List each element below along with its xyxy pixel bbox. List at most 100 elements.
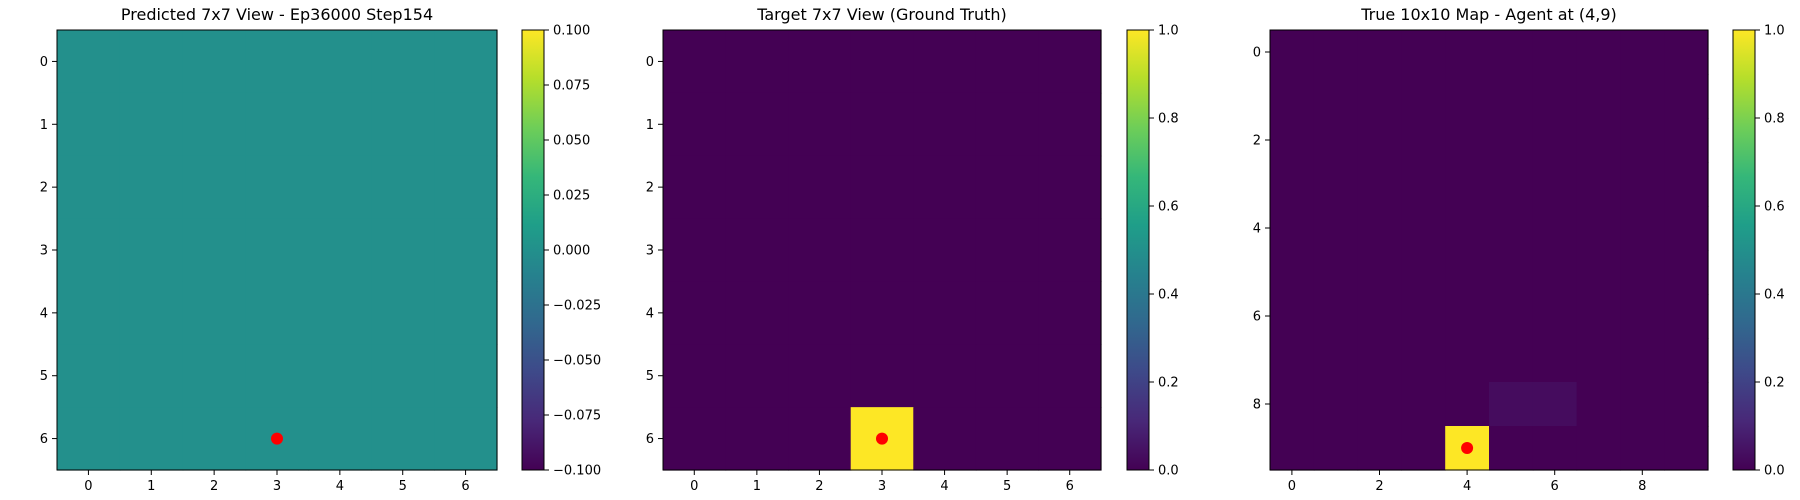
heatmap-cell (975, 92, 1040, 157)
heatmap-cell (1532, 74, 1578, 119)
y-tick-label: 5 (40, 369, 48, 384)
heatmap-cell (1445, 338, 1490, 383)
heatmap-cell (119, 344, 184, 408)
heatmap-cell (371, 344, 435, 408)
x-tick-label: 1 (147, 479, 155, 494)
heatmap-cell (1664, 338, 1709, 383)
heatmap-cell (371, 30, 435, 94)
heatmap-cell (1489, 382, 1534, 427)
heatmap-cell (57, 407, 121, 471)
heatmap-cell (1532, 118, 1578, 163)
y-tick-label: 0 (40, 55, 48, 70)
heatmap-cell (850, 92, 914, 157)
colorbar (1732, 29, 1756, 471)
heatmap-cell (182, 30, 247, 94)
colorbar-tick-label: −0.025 (553, 299, 601, 314)
heatmap-cell (1270, 74, 1315, 119)
heatmap-cell (182, 407, 247, 471)
heatmap-cell (245, 281, 310, 345)
heatmap-cell (975, 155, 1040, 220)
heatmap-cell (57, 155, 121, 220)
heatmap-cell (1620, 118, 1665, 163)
heatmap-cell (725, 218, 789, 283)
heatmap-cell (434, 155, 498, 220)
heatmap-cell (1620, 162, 1665, 207)
heatmap-cell (1664, 426, 1709, 471)
y-tick-label: 1 (646, 118, 654, 133)
colorbar-tick-label: 0.000 (553, 244, 590, 259)
heatmap-cell (1489, 206, 1534, 251)
heatmap-cell (788, 407, 852, 471)
heatmap-cell (1357, 162, 1402, 207)
heatmap-cell (1357, 206, 1402, 251)
heatmap-cell (245, 218, 310, 283)
heatmap-cell (913, 218, 977, 283)
colorbar-tick-label: 0.2 (1158, 376, 1179, 391)
x-tick-label: 5 (1003, 479, 1011, 494)
heatmap-cell (119, 155, 184, 220)
heatmap-cell (1489, 250, 1534, 295)
heatmap-cell (1445, 118, 1490, 163)
heatmap-cell (1532, 338, 1578, 383)
heatmap-cell (1664, 250, 1709, 295)
heatmap-cell (788, 30, 852, 94)
heatmap-cell (1489, 294, 1534, 339)
heatmap-cell (1445, 162, 1490, 207)
heatmap-cell (1038, 407, 1102, 471)
heatmap-cell (663, 92, 727, 157)
heatmap-cell (182, 281, 247, 345)
colorbar-tick-label: 0.6 (1158, 200, 1179, 215)
heatmap-cell (119, 30, 184, 94)
heatmap-cell (1401, 162, 1446, 207)
heatmap-cell (434, 92, 498, 157)
heatmap-cell (1313, 30, 1359, 75)
heatmap-cell (1313, 294, 1359, 339)
heatmap-cell (182, 155, 247, 220)
y-tick-label: 5 (646, 369, 654, 384)
heatmap-cell (119, 407, 184, 471)
heatmap-cell (1357, 338, 1402, 383)
heatmap-cell (1532, 206, 1578, 251)
heatmap-cell (913, 407, 977, 471)
heatmap-cell (1489, 426, 1534, 471)
agent-marker (876, 432, 888, 445)
heatmap-cell (1270, 162, 1315, 207)
heatmap-cell (1038, 344, 1102, 408)
heatmap-cell (1445, 250, 1490, 295)
heatmap-cell (371, 92, 435, 157)
heatmap-cell (1357, 74, 1402, 119)
x-tick-label: 4 (1463, 479, 1471, 494)
colorbar-tick-label: 0.2 (1764, 376, 1785, 391)
heatmap-cell (1313, 338, 1359, 383)
heatmap-cell (57, 218, 121, 283)
heatmap-cell (1313, 206, 1359, 251)
heatmap-cell (434, 218, 498, 283)
heatmap-cell (308, 155, 372, 220)
heatmap-cell (788, 218, 852, 283)
heatmap-cell (1401, 294, 1446, 339)
x-tick-label: 5 (399, 479, 407, 494)
heatmap-cell (1664, 118, 1709, 163)
heatmap-cell (371, 155, 435, 220)
heatmap-cell (1313, 382, 1359, 427)
heatmap-cell (1620, 294, 1665, 339)
heatmap-cell (1270, 294, 1315, 339)
heatmap-cell (975, 344, 1040, 408)
y-tick-label: 4 (1253, 222, 1261, 237)
y-tick-label: 4 (40, 306, 48, 321)
agent-marker (1461, 442, 1474, 454)
heatmap-cell (119, 218, 184, 283)
colorbar-tick-label: 0.075 (553, 79, 590, 94)
heatmap-cell (1445, 206, 1490, 251)
heatmap-cell (1532, 382, 1578, 427)
y-tick-label: 0 (1253, 46, 1261, 61)
x-tick-label: 6 (461, 479, 469, 494)
x-tick-label: 6 (1551, 479, 1559, 494)
heatmap-cell (434, 344, 498, 408)
heatmap-cell (1489, 162, 1534, 207)
heatmap-cell (182, 92, 247, 157)
heatmap-cell (663, 30, 727, 94)
heatmap-cell (788, 155, 852, 220)
heatmap-cell (1489, 338, 1534, 383)
x-tick-label: 0 (1288, 479, 1296, 494)
